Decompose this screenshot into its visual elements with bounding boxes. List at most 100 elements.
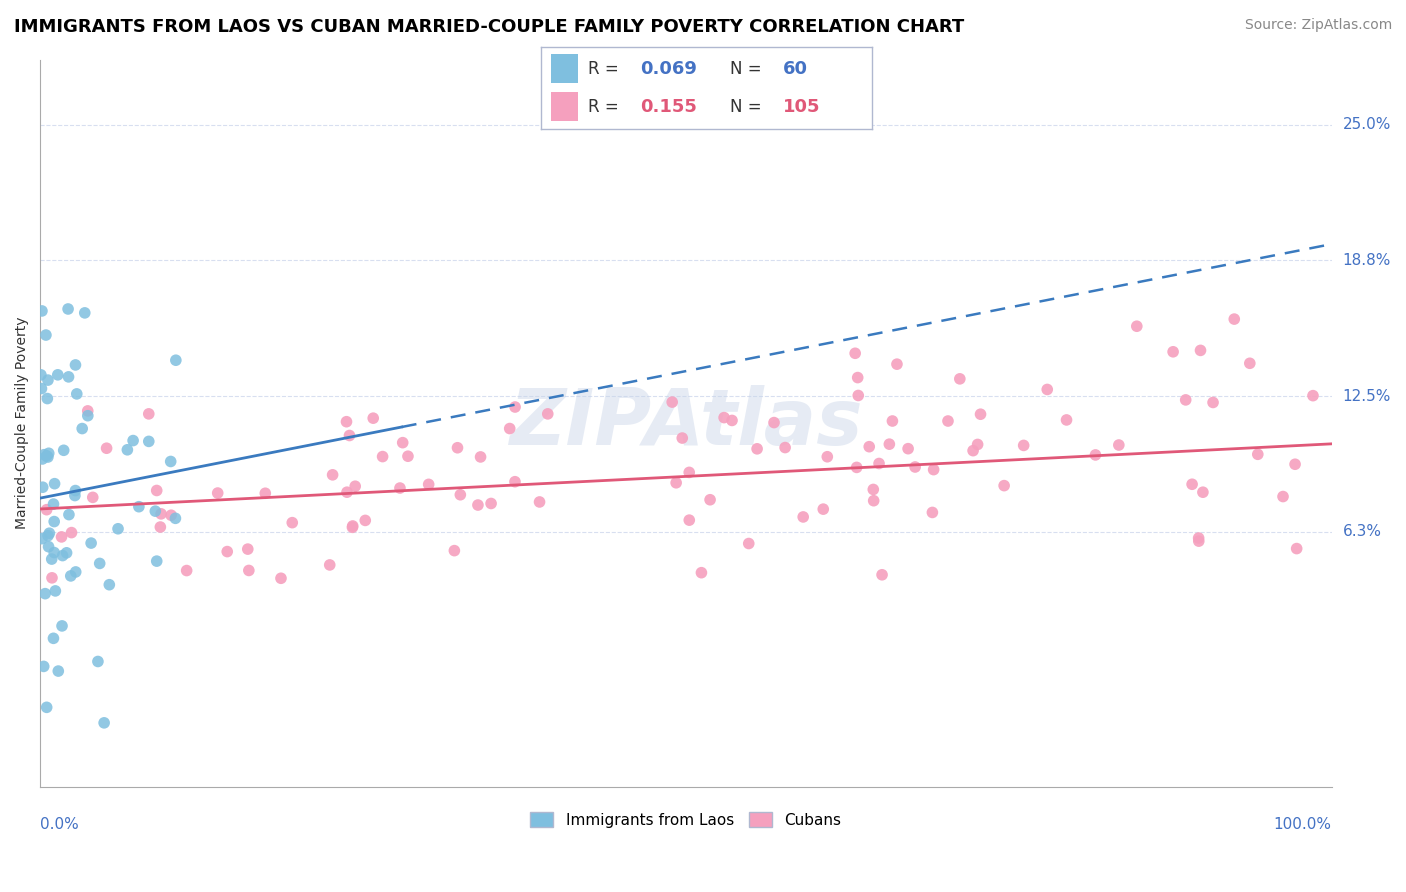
Point bbox=[82, 491, 104, 505]
Point bbox=[949, 372, 972, 386]
Text: 0.155: 0.155 bbox=[641, 98, 697, 116]
Point bbox=[319, 558, 342, 572]
Point bbox=[37, 529, 59, 543]
Point bbox=[76, 409, 98, 423]
Point bbox=[879, 437, 901, 451]
Point bbox=[339, 428, 361, 442]
Point bbox=[46, 368, 69, 382]
Point bbox=[87, 655, 110, 669]
Text: 25.0%: 25.0% bbox=[1343, 117, 1391, 132]
Point bbox=[969, 407, 991, 421]
Point bbox=[966, 437, 988, 451]
Point bbox=[38, 446, 60, 460]
Point bbox=[336, 485, 359, 500]
Point bbox=[418, 477, 440, 491]
Point bbox=[37, 392, 59, 406]
Point bbox=[773, 441, 796, 455]
Point bbox=[65, 358, 87, 372]
Point bbox=[844, 346, 866, 360]
Point bbox=[32, 659, 55, 673]
Point bbox=[145, 554, 167, 568]
Text: N =: N = bbox=[730, 98, 761, 116]
Point bbox=[1188, 531, 1211, 545]
Point bbox=[858, 440, 880, 454]
Text: N =: N = bbox=[730, 60, 761, 78]
Point bbox=[388, 481, 411, 495]
Point bbox=[721, 413, 744, 427]
Point bbox=[73, 306, 96, 320]
Point bbox=[690, 566, 713, 580]
Point bbox=[391, 435, 413, 450]
Point bbox=[503, 475, 526, 489]
Point bbox=[886, 357, 908, 371]
Text: 60: 60 bbox=[783, 60, 807, 78]
Point bbox=[160, 508, 183, 523]
Point bbox=[815, 450, 838, 464]
Point bbox=[58, 508, 80, 522]
Point bbox=[479, 496, 502, 510]
Point bbox=[738, 536, 761, 550]
Point bbox=[65, 565, 87, 579]
Point bbox=[921, 505, 943, 519]
Point bbox=[1188, 534, 1211, 549]
Text: 18.8%: 18.8% bbox=[1343, 253, 1391, 268]
Point bbox=[44, 583, 66, 598]
Point bbox=[449, 488, 471, 502]
Point bbox=[34, 587, 56, 601]
Point bbox=[1012, 438, 1035, 452]
Point bbox=[499, 421, 522, 435]
Point bbox=[446, 441, 468, 455]
Point bbox=[63, 489, 86, 503]
Point bbox=[862, 483, 884, 497]
Point bbox=[60, 525, 83, 540]
Point bbox=[55, 546, 77, 560]
Point bbox=[35, 502, 58, 516]
Point bbox=[281, 516, 304, 530]
Point bbox=[904, 460, 927, 475]
Point bbox=[1284, 457, 1306, 471]
Point bbox=[763, 416, 786, 430]
Point bbox=[1036, 383, 1059, 397]
Text: IMMIGRANTS FROM LAOS VS CUBAN MARRIED-COUPLE FAMILY POVERTY CORRELATION CHART: IMMIGRANTS FROM LAOS VS CUBAN MARRIED-CO… bbox=[14, 18, 965, 36]
Point bbox=[42, 497, 65, 511]
Point bbox=[238, 564, 260, 578]
Point bbox=[671, 431, 693, 445]
Text: 12.5%: 12.5% bbox=[1343, 389, 1391, 403]
Point bbox=[1084, 448, 1107, 462]
Point bbox=[443, 543, 465, 558]
Point bbox=[159, 454, 181, 468]
Point bbox=[93, 715, 115, 730]
Point bbox=[76, 404, 98, 418]
Point bbox=[993, 478, 1015, 492]
Point bbox=[396, 449, 419, 463]
Point bbox=[52, 549, 75, 563]
Point bbox=[335, 415, 357, 429]
Point bbox=[59, 569, 82, 583]
Point bbox=[38, 526, 60, 541]
Point bbox=[35, 328, 58, 343]
Point bbox=[1192, 485, 1215, 500]
Point bbox=[678, 513, 700, 527]
Point bbox=[845, 460, 868, 475]
Point bbox=[138, 407, 160, 421]
Point bbox=[37, 450, 59, 464]
Point bbox=[699, 492, 721, 507]
Point bbox=[138, 434, 160, 449]
Point bbox=[678, 466, 700, 480]
Text: Source: ZipAtlas.com: Source: ZipAtlas.com bbox=[1244, 18, 1392, 32]
Point bbox=[46, 664, 69, 678]
Point bbox=[537, 407, 560, 421]
Point bbox=[1181, 477, 1204, 491]
Point bbox=[31, 532, 53, 546]
Point bbox=[1126, 319, 1149, 334]
Point bbox=[745, 442, 768, 456]
Point bbox=[149, 520, 172, 534]
Point bbox=[56, 301, 79, 316]
Point bbox=[529, 495, 551, 509]
Point bbox=[51, 530, 73, 544]
Bar bbox=[551, 93, 578, 121]
Point bbox=[58, 369, 80, 384]
Point bbox=[1239, 356, 1261, 370]
Point bbox=[31, 480, 53, 494]
Point bbox=[176, 564, 198, 578]
